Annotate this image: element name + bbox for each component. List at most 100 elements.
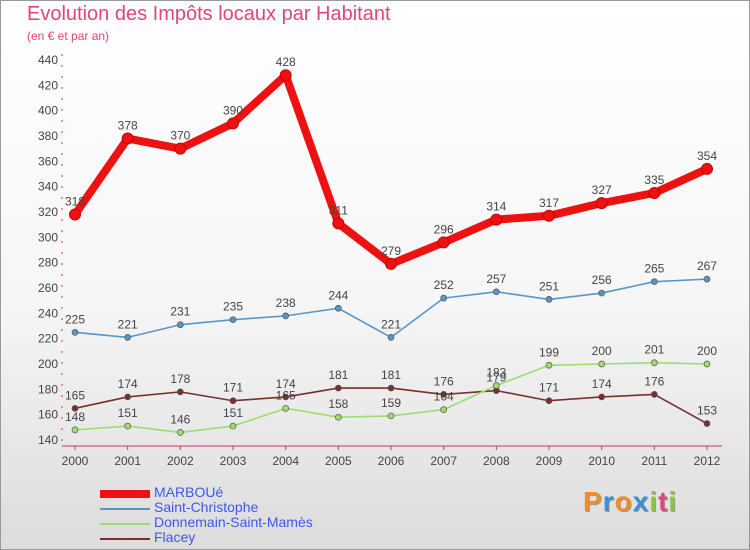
data-label: 390 (223, 103, 243, 117)
data-point (124, 334, 132, 341)
data-label: 428 (276, 55, 296, 69)
data-label: 252 (434, 278, 454, 292)
data-label: 165 (276, 388, 296, 402)
data-point (595, 197, 608, 210)
data-label: 171 (223, 381, 243, 395)
data-label: 181 (328, 368, 348, 382)
data-point (385, 257, 397, 270)
data-label: 267 (697, 259, 717, 273)
data-point (492, 288, 500, 296)
data-point (387, 384, 395, 392)
data-label: 146 (170, 412, 190, 426)
data-label: 235 (223, 300, 243, 314)
data-point (490, 213, 503, 226)
data-label: 151 (118, 406, 138, 420)
data-label: 311 (329, 203, 348, 217)
data-label: 279 (381, 244, 401, 258)
data-label: 318 (65, 195, 85, 209)
data-label: 317 (539, 196, 559, 210)
data-point (121, 132, 134, 145)
data-label: 335 (644, 173, 664, 187)
brand-logo: Proxiti (583, 486, 678, 517)
data-point (174, 142, 187, 155)
legend-swatch (100, 537, 150, 540)
x-tick-label: 2008 (483, 454, 510, 468)
data-point (124, 393, 132, 401)
y-tick-label: 160 (38, 408, 58, 422)
y-tick-label: 280 (38, 256, 58, 270)
y-tick-label: 240 (38, 306, 58, 320)
legend-label: Flacey (154, 529, 196, 545)
series-line (71, 71, 711, 268)
data-point (387, 412, 395, 420)
legend-swatch (100, 522, 150, 525)
y-tick-label: 320 (38, 205, 58, 219)
x-tick-label: 2005 (325, 454, 352, 468)
x-tick-label: 2007 (430, 454, 457, 468)
data-point (229, 422, 237, 430)
chart-subtitle: (en € et par an) (27, 29, 110, 43)
y-tick-label: 300 (38, 230, 58, 244)
x-tick-label: 2003 (220, 454, 247, 468)
data-label: 153 (697, 404, 717, 418)
data-point (124, 422, 132, 430)
data-point (492, 382, 500, 389)
series-layer (69, 69, 713, 436)
legend-label: Donnemain-Saint-Mamès (154, 514, 313, 530)
data-point (279, 69, 292, 82)
data-point (440, 406, 448, 413)
y-tick-label: 440 (38, 53, 58, 67)
data-point (334, 384, 342, 392)
data-point (334, 413, 342, 421)
data-label: 176 (644, 374, 664, 388)
x-tick-label: 2000 (62, 454, 89, 468)
x-tick-label: 2006 (378, 454, 405, 468)
data-point (440, 294, 448, 302)
data-point (176, 429, 184, 436)
data-label: 314 (486, 200, 506, 214)
data-point (282, 312, 290, 320)
axes: 140 160 180 200 220 240 260 280 300 320 340 360 380 4… (38, 53, 722, 468)
data-label: 176 (434, 374, 454, 388)
data-label: 251 (539, 279, 559, 293)
data-label: 151 (223, 406, 243, 420)
legend-swatch (100, 507, 150, 510)
data-label: 296 (434, 222, 454, 236)
data-label: 221 (381, 317, 401, 331)
chart-title: Evolution des Impôts locaux par Habitant (27, 3, 391, 25)
data-label: 199 (539, 345, 559, 359)
data-label: 200 (697, 344, 717, 358)
data-point (650, 391, 658, 398)
data-label: 165 (65, 388, 85, 402)
data-point (545, 296, 553, 303)
data-point (176, 388, 184, 396)
y-tick-label: 420 (38, 78, 58, 92)
data-label: 174 (276, 377, 296, 391)
data-label: 179 (486, 371, 506, 385)
data-point (437, 236, 450, 249)
x-tick-label: 2011 (641, 454, 667, 468)
data-point (598, 393, 606, 401)
y-tick-label: 340 (38, 180, 58, 194)
y-tick-label: 400 (38, 104, 58, 118)
data-label: 148 (65, 410, 85, 424)
legend-label: MARBOUé (154, 484, 224, 500)
data-label: 238 (276, 296, 296, 310)
x-tick-label: 2009 (536, 454, 563, 468)
data-label: 174 (592, 377, 612, 391)
data-point (71, 404, 79, 412)
data-point (71, 328, 79, 336)
data-point (703, 420, 711, 427)
data-point (703, 275, 711, 283)
y-tick-label: 260 (38, 281, 58, 295)
data-point (229, 397, 237, 405)
data-label: 265 (644, 262, 664, 276)
data-point (703, 360, 711, 368)
data-label: 370 (170, 129, 190, 143)
y-tick-label: 220 (38, 332, 58, 346)
y-tick-label: 200 (38, 357, 58, 371)
y-tick-label: 360 (38, 154, 58, 168)
